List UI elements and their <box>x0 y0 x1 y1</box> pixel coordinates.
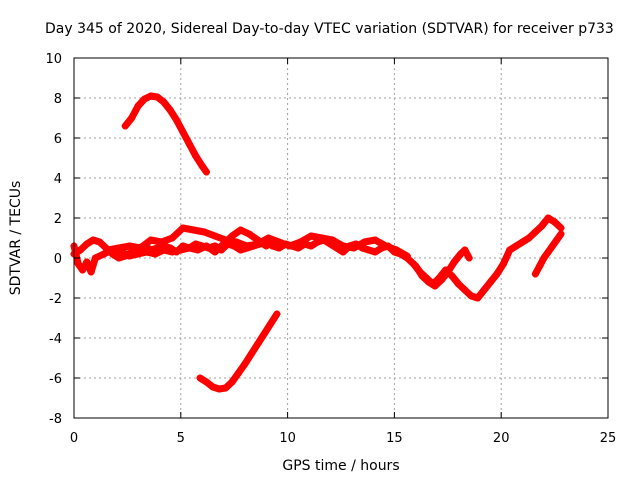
y-tick-label: 6 <box>54 132 62 147</box>
x-tick-label: 5 <box>177 431 185 446</box>
x-tick-label: 0 <box>70 431 78 446</box>
data-point <box>273 310 281 318</box>
y-tick-label: 8 <box>54 92 62 107</box>
plot-frame <box>73 57 609 419</box>
y-tick-label: 0 <box>54 252 62 267</box>
y-axis-label: SDTVAR / TECUs <box>8 181 24 296</box>
y-tick-label: -8 <box>49 412 62 427</box>
data-point <box>557 230 565 238</box>
grid-lines <box>74 58 608 418</box>
chart-title: Day 345 of 2020, Sidereal Day-to-day VTE… <box>45 21 614 37</box>
y-tick-label: 4 <box>54 172 62 187</box>
axis-ticks: 0 5 10 15 20 25 -8 -6 -4 -2 0 2 4 6 8 10 <box>45 52 616 446</box>
series-arc-low <box>196 310 281 393</box>
y-tick-label: -4 <box>49 332 62 347</box>
x-axis-label: GPS time / hours <box>282 458 399 474</box>
data-point <box>202 168 210 176</box>
data-point <box>465 254 473 262</box>
y-tick-label: -2 <box>49 292 62 307</box>
y-tick-label: -6 <box>49 372 62 387</box>
series-dip <box>412 246 473 290</box>
data-point <box>557 224 565 232</box>
x-tick-label: 15 <box>386 431 403 446</box>
x-tick-label: 25 <box>600 431 617 446</box>
data-point <box>403 252 411 260</box>
series-overlap-lower <box>70 226 270 276</box>
data-points <box>70 92 565 393</box>
series-tail <box>531 230 565 278</box>
y-tick-label: 10 <box>45 52 62 67</box>
series-arc-high <box>121 92 210 176</box>
x-tick-label: 20 <box>493 431 510 446</box>
x-tick-label: 10 <box>279 431 296 446</box>
y-tick-label: 2 <box>54 212 62 227</box>
data-point <box>262 242 270 250</box>
series-segment <box>267 310 281 328</box>
